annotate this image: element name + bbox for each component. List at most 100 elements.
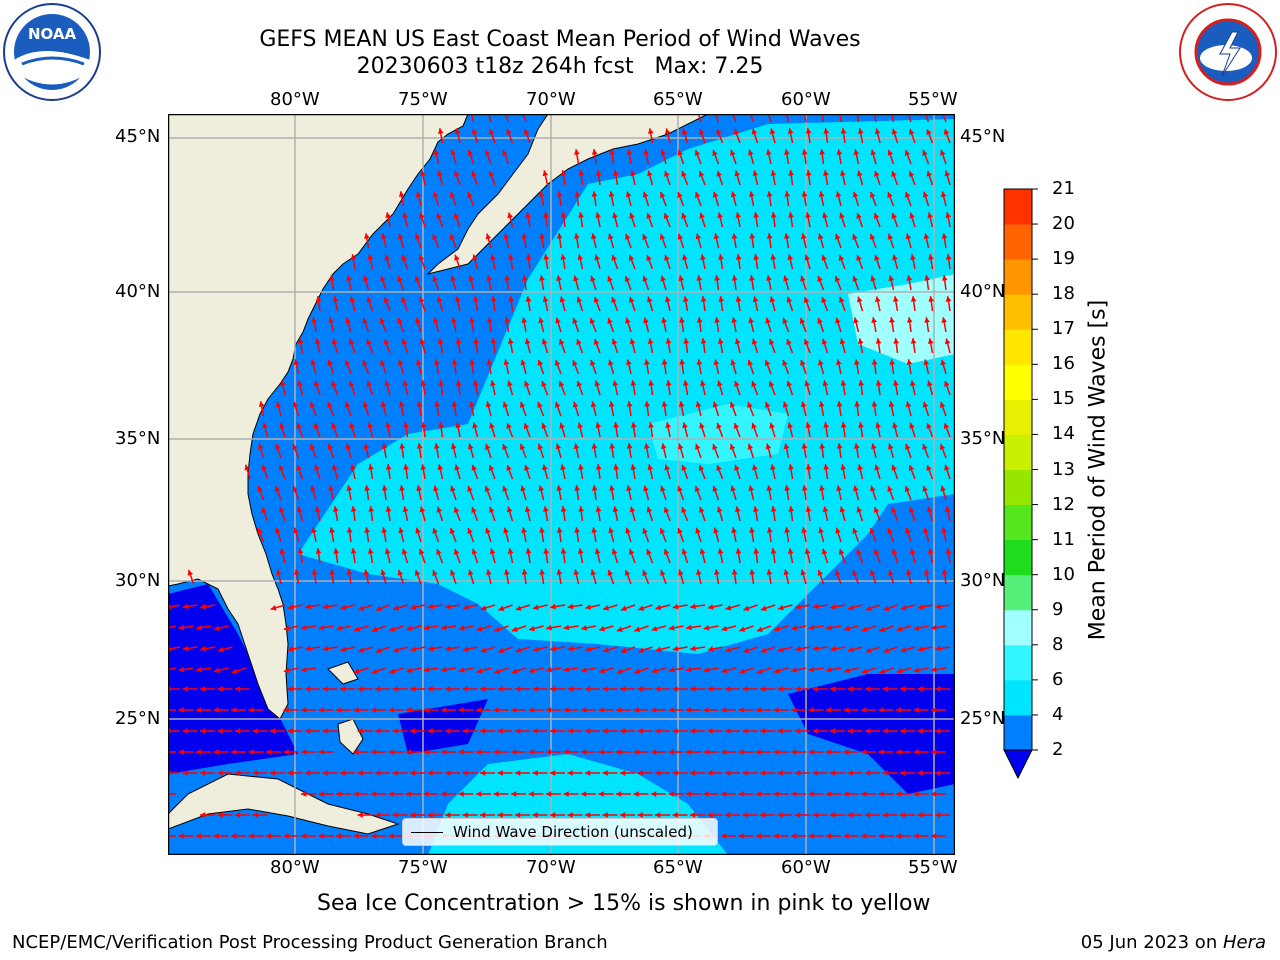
wave-direction-arrow: [924, 275, 931, 291]
wave-direction-arrow: [416, 359, 422, 375]
wave-direction-arrow: [279, 422, 286, 438]
wave-direction-arrow: [182, 603, 198, 610]
wave-direction-arrow: [380, 275, 387, 291]
wave-direction-arrow: [830, 686, 845, 692]
wave-direction-arrow: [451, 317, 457, 333]
lon-label-bottom-75w: 75°W: [398, 857, 448, 878]
wave-direction-arrow: [252, 728, 268, 734]
wave-direction-arrow: [769, 422, 776, 438]
wave-direction-arrow: [462, 770, 478, 776]
wave-direction-arrow: [896, 791, 911, 797]
wave-direction-arrow: [896, 749, 911, 755]
wave-direction-arrow: [839, 338, 846, 354]
wave-direction-arrow: [836, 485, 842, 501]
wave-direction-arrow: [410, 604, 426, 610]
wave-direction-arrow: [696, 359, 703, 375]
wave-direction-arrow: [865, 770, 880, 776]
wave-direction-arrow: [537, 443, 545, 459]
wave-direction-arrow: [847, 604, 863, 611]
wave-direction-arrow: [871, 401, 878, 417]
wave-direction-arrow: [415, 233, 422, 249]
lat-label-left-45n: 45°N: [115, 126, 161, 147]
wave-direction-arrow: [406, 791, 421, 797]
wave-direction-arrow: [843, 667, 859, 674]
wave-direction-arrow: [546, 666, 562, 673]
colorbar-segment: [1004, 294, 1032, 330]
wave-direction-arrow: [543, 548, 550, 564]
wave-direction-arrow: [340, 604, 356, 611]
wave-direction-arrow: [931, 624, 947, 631]
wave-direction-arrow: [655, 686, 670, 692]
wave-direction-arrow: [578, 464, 584, 480]
colorbar-tick-label: 20: [1052, 213, 1075, 235]
lon-label-top-60w: 60°W: [781, 89, 831, 110]
wave-direction-arrow: [275, 401, 282, 417]
wave-direction-arrow: [909, 422, 916, 438]
wave-direction-arrow: [686, 624, 702, 631]
wave-direction-arrow: [559, 296, 566, 312]
wave-direction-arrow: [364, 527, 370, 543]
wave-direction-arrow: [686, 749, 701, 755]
wave-direction-arrow: [576, 338, 584, 354]
wave-direction-arrow: [725, 770, 740, 776]
wave-direction-arrow: [375, 770, 390, 776]
wave-direction-arrow: [700, 338, 707, 354]
wave-direction-arrow: [358, 604, 373, 611]
wave-direction-arrow: [454, 254, 461, 270]
wave-direction-arrow: [200, 728, 215, 734]
lon-label-bottom-55w: 55°W: [908, 857, 958, 878]
wave-direction-arrow: [217, 770, 233, 776]
wave-direction-arrow: [591, 149, 598, 165]
wave-direction-arrow: [521, 527, 527, 543]
wave-direction-arrow: [235, 728, 250, 734]
wave-direction-arrow: [318, 833, 334, 839]
wave-direction-arrow: [777, 604, 793, 611]
wave-direction-arrow: [624, 569, 632, 585]
wave-direction-arrow: [418, 548, 426, 564]
lat-label-left-25n: 25°N: [115, 708, 161, 729]
wave-direction-arrow: [795, 770, 810, 776]
wave-direction-arrow: [523, 128, 531, 144]
wave-direction-arrow: [476, 707, 491, 713]
wave-direction-arrow: [630, 170, 636, 186]
wave-direction-arrow: [651, 707, 666, 713]
wave-direction-arrow: [344, 401, 352, 417]
wave-direction-arrow: [454, 128, 461, 144]
wave-direction-arrow: [384, 380, 391, 396]
wave-direction-arrow: [550, 728, 565, 734]
wave-direction-arrow: [819, 485, 825, 501]
wave-direction-arrow: [712, 485, 720, 501]
wave-direction-arrow: [805, 422, 812, 438]
wave-direction-arrow: [275, 527, 282, 543]
wave-direction-arrow: [857, 128, 864, 144]
wave-direction-arrow: [590, 359, 597, 375]
wave-direction-arrow: [427, 645, 443, 652]
wave-direction-arrow: [200, 603, 216, 610]
wave-direction-arrow: [893, 338, 900, 354]
wave-direction-arrow: [633, 791, 649, 797]
wave-direction-arrow: [818, 527, 825, 543]
wave-direction-arrow: [554, 359, 562, 375]
wave-direction-arrow: [348, 338, 356, 354]
wave-direction-arrow: [874, 170, 881, 186]
wave-direction-arrow: [423, 707, 439, 713]
wave-direction-arrow: [923, 359, 930, 375]
wave-direction-arrow: [853, 485, 860, 501]
wave-direction-arrow: [508, 254, 514, 270]
wave-direction-arrow: [725, 728, 740, 734]
wave-direction-arrow: [843, 791, 859, 797]
wave-direction-arrow: [887, 233, 895, 249]
wave-direction-arrow: [438, 422, 444, 438]
wave-direction-arrow: [257, 443, 265, 459]
wave-direction-arrow: [661, 359, 668, 375]
wave-direction-arrow: [765, 317, 772, 333]
wave-direction-arrow: [560, 548, 567, 564]
colorbar-tick-label: 9: [1052, 598, 1064, 620]
wave-direction-arrow: [663, 212, 671, 228]
wave-direction-arrow: [764, 359, 772, 375]
lon-label-top-75w: 75°W: [398, 89, 448, 110]
wave-direction-arrow: [935, 603, 951, 610]
wave-direction-arrow: [524, 338, 531, 354]
wave-direction-arrow: [647, 338, 654, 354]
wave-direction-arrow: [178, 707, 194, 713]
